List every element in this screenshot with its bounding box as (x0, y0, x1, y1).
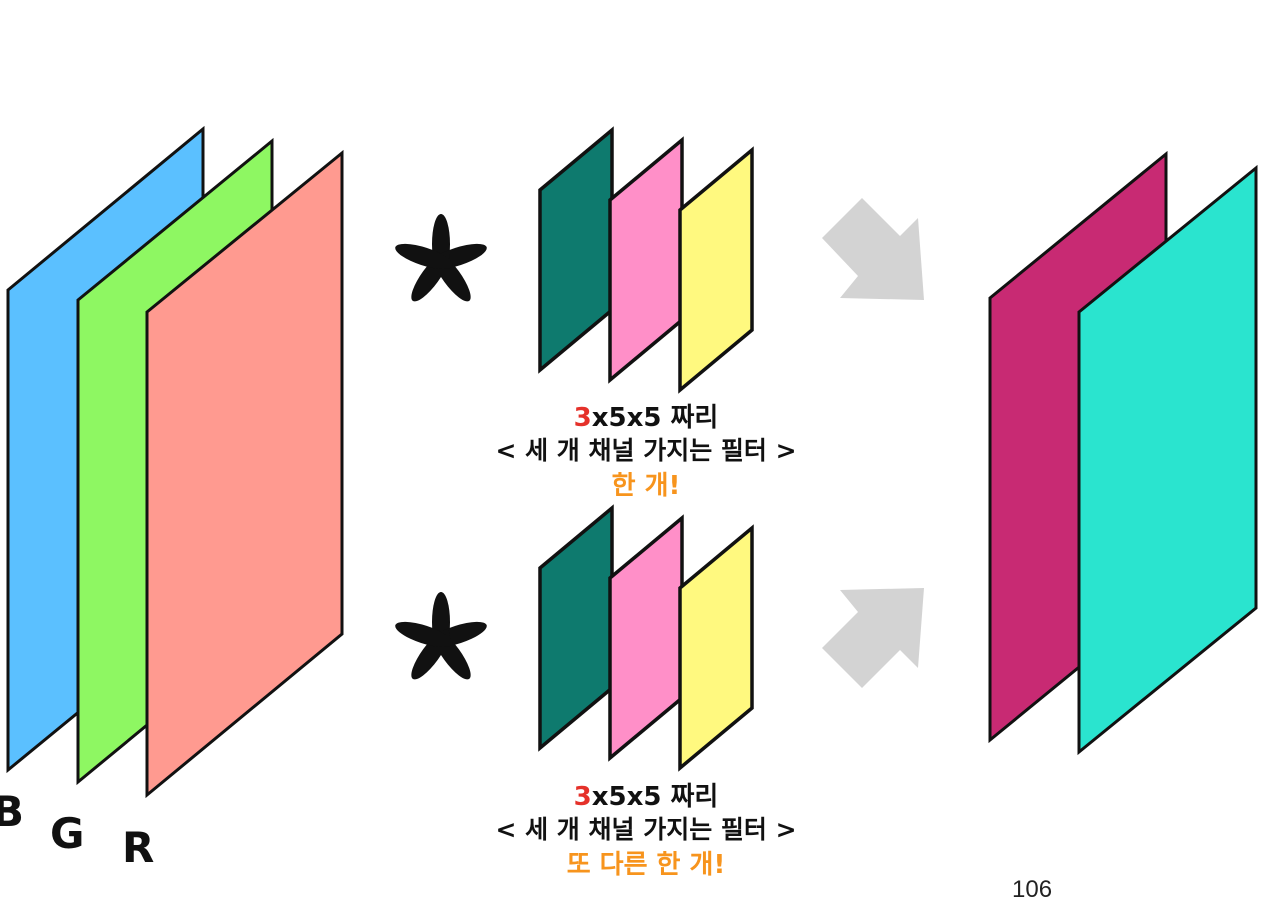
convolution-asterisk-1 (395, 214, 487, 302)
filter-1-channel-yellow (678, 146, 754, 394)
filter-1-size-rest: x5x5 짜리 (592, 403, 719, 433)
filter-2-size: 3x5x5 짜리 (574, 782, 719, 812)
filter-2-channel-teal (538, 504, 614, 752)
channel-r-plane (145, 149, 344, 799)
filter-2-count: 또 다른 한 개! (567, 850, 726, 880)
filter-1-description: < 세 개 채널 가지는 필터 > (495, 436, 796, 465)
channel-g-label: G (50, 809, 84, 858)
filter-1-size-lead: 3 (574, 403, 592, 433)
filter-2-size-lead: 3 (574, 782, 592, 812)
filter-1-channel-pink (608, 136, 684, 384)
arrow-down-right-icon (822, 198, 924, 300)
convolution-asterisk-2 (395, 592, 487, 680)
filter-2-channel-pink (608, 514, 684, 762)
page-number: 106 (1012, 876, 1052, 903)
channel-b-label: B (0, 787, 24, 836)
filter-1-count: 한 개! (612, 471, 681, 501)
filter-1-size: 3x5x5 짜리 (574, 403, 719, 433)
filter-1-channel-teal (538, 126, 614, 374)
input-channels (6, 125, 344, 799)
channel-r-label: R (122, 823, 154, 872)
output-feature-maps (988, 150, 1258, 756)
arrow-up-right-icon (822, 588, 924, 688)
output-map-aqua (1077, 164, 1258, 756)
filter-2-channel-yellow (678, 524, 754, 772)
filter-1 (538, 126, 754, 394)
filter-2-description: < 세 개 채널 가지는 필터 > (495, 815, 796, 844)
filter-2 (538, 504, 754, 772)
filter-2-size-rest: x5x5 짜리 (592, 782, 719, 812)
